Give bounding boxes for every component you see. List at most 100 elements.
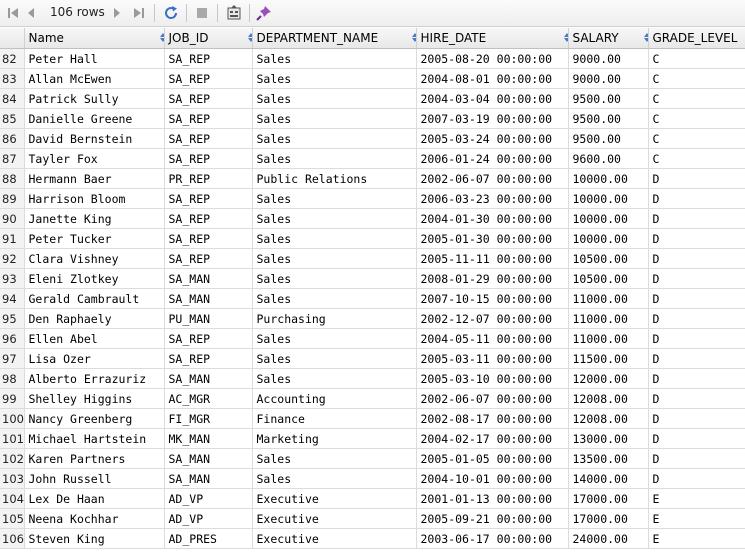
cell-department-name[interactable]: Sales: [252, 368, 417, 389]
cell-grade-level[interactable]: E: [648, 528, 745, 549]
cell-job-id[interactable]: SA_REP: [164, 108, 253, 129]
cell-salary[interactable]: 9600.00: [568, 148, 649, 169]
cell-salary[interactable]: 10500.00: [568, 268, 649, 289]
row-number[interactable]: 100: [0, 408, 25, 429]
cell-hire-date[interactable]: 2002-06-07 00:00:00: [416, 168, 569, 189]
cell-hire-date[interactable]: 2002-12-07 00:00:00: [416, 308, 569, 329]
table-row[interactable]: 91 Peter Tucker SA_REP Sales 2005-01-30 00:0…: [0, 228, 745, 249]
cell-salary[interactable]: 13500.00: [568, 448, 649, 469]
cell-grade-level[interactable]: E: [648, 508, 745, 529]
cell-job-id[interactable]: SA_REP: [164, 148, 253, 169]
cell-department-name[interactable]: Sales: [252, 268, 417, 289]
cell-grade-level[interactable]: C: [648, 88, 745, 109]
table-row[interactable]: 101 Michael Hartstein MK_MAN Marketing 2004-…: [0, 428, 745, 449]
cell-hire-date[interactable]: 2004-10-01 00:00:00: [416, 468, 569, 489]
table-row[interactable]: 93 Eleni Zlotkey SA_MAN Sales 2008-01-29 00:…: [0, 268, 745, 289]
cell-grade-level[interactable]: C: [648, 108, 745, 129]
cell-department-name[interactable]: Sales: [252, 448, 417, 469]
row-number[interactable]: 89: [0, 188, 25, 209]
cell-name[interactable]: Tayler Fox: [24, 148, 165, 169]
table-row[interactable]: 99 Shelley Higgins AC_MGR Accounting 2002-06…: [0, 388, 745, 409]
cell-grade-level[interactable]: E: [648, 488, 745, 509]
cell-department-name[interactable]: Executive: [252, 508, 417, 529]
first-page-button[interactable]: [4, 3, 22, 23]
cell-job-id[interactable]: SA_MAN: [164, 448, 253, 469]
row-number[interactable]: 98: [0, 368, 25, 389]
cell-salary[interactable]: 9500.00: [568, 108, 649, 129]
table-row[interactable]: 83 Allan McEwen SA_REP Sales 2004-08-01 00:0…: [0, 68, 745, 89]
cell-salary[interactable]: 10500.00: [568, 248, 649, 269]
cell-grade-level[interactable]: C: [648, 148, 745, 169]
cell-department-name[interactable]: Sales: [252, 48, 417, 69]
cell-job-id[interactable]: SA_REP: [164, 208, 253, 229]
cell-department-name[interactable]: Purchasing: [252, 308, 417, 329]
cell-salary[interactable]: 11500.00: [568, 348, 649, 369]
cell-name[interactable]: Harrison Bloom: [24, 188, 165, 209]
table-row[interactable]: 88 Hermann Baer PR_REP Public Relations 2002…: [0, 168, 745, 189]
cell-name[interactable]: Hermann Baer: [24, 168, 165, 189]
cell-grade-level[interactable]: D: [648, 348, 745, 369]
cell-hire-date[interactable]: 2003-06-17 00:00:00: [416, 528, 569, 549]
cell-name[interactable]: Nancy Greenberg: [24, 408, 165, 429]
column-header-department-name[interactable]: DEPARTMENT_NAME: [252, 28, 417, 49]
cell-hire-date[interactable]: 2004-02-17 00:00:00: [416, 428, 569, 449]
cell-hire-date[interactable]: 2006-01-24 00:00:00: [416, 148, 569, 169]
cell-name[interactable]: Den Raphaely: [24, 308, 165, 329]
cell-name[interactable]: David Bernstein: [24, 128, 165, 149]
cell-department-name[interactable]: Sales: [252, 288, 417, 309]
cell-hire-date[interactable]: 2004-03-04 00:00:00: [416, 88, 569, 109]
cell-name[interactable]: Alberto Errazuriz: [24, 368, 165, 389]
cell-hire-date[interactable]: 2005-01-05 00:00:00: [416, 448, 569, 469]
cell-department-name[interactable]: Marketing: [252, 428, 417, 449]
cell-hire-date[interactable]: 2005-08-20 00:00:00: [416, 48, 569, 69]
cell-hire-date[interactable]: 2005-03-10 00:00:00: [416, 368, 569, 389]
row-number[interactable]: 91: [0, 228, 25, 249]
cell-name[interactable]: Steven King: [24, 528, 165, 549]
cell-name[interactable]: Ellen Abel: [24, 328, 165, 349]
table-row[interactable]: 85 Danielle Greene SA_REP Sales 2007-03-19 0…: [0, 108, 745, 129]
cell-job-id[interactable]: SA_MAN: [164, 268, 253, 289]
cell-name[interactable]: John Russell: [24, 468, 165, 489]
row-number[interactable]: 105: [0, 508, 25, 529]
cell-salary[interactable]: 10000.00: [568, 228, 649, 249]
cell-hire-date[interactable]: 2007-03-19 00:00:00: [416, 108, 569, 129]
cell-hire-date[interactable]: 2001-01-13 00:00:00: [416, 488, 569, 509]
cell-name[interactable]: Neena Kochhar: [24, 508, 165, 529]
row-number[interactable]: 106: [0, 528, 25, 549]
row-number[interactable]: 102: [0, 448, 25, 469]
pin-button[interactable]: [254, 3, 274, 23]
row-number[interactable]: 101: [0, 428, 25, 449]
cell-job-id[interactable]: AD_PRES: [164, 528, 253, 549]
column-header-job-id[interactable]: JOB_ID: [164, 28, 253, 49]
cell-job-id[interactable]: SA_MAN: [164, 468, 253, 489]
cell-salary[interactable]: 10000.00: [568, 188, 649, 209]
next-page-button[interactable]: [108, 3, 126, 23]
column-header-salary[interactable]: SALARY: [568, 28, 649, 49]
table-row[interactable]: 98 Alberto Errazuriz SA_MAN Sales 2005-03-10…: [0, 368, 745, 389]
cell-department-name[interactable]: Sales: [252, 248, 417, 269]
cell-job-id[interactable]: SA_REP: [164, 68, 253, 89]
cell-department-name[interactable]: Finance: [252, 408, 417, 429]
cell-job-id[interactable]: AD_VP: [164, 508, 253, 529]
cell-name[interactable]: Eleni Zlotkey: [24, 268, 165, 289]
cell-salary[interactable]: 9500.00: [568, 88, 649, 109]
row-number[interactable]: 88: [0, 168, 25, 189]
cell-hire-date[interactable]: 2002-06-07 00:00:00: [416, 388, 569, 409]
cell-department-name[interactable]: Sales: [252, 88, 417, 109]
cell-grade-level[interactable]: D: [648, 328, 745, 349]
cell-department-name[interactable]: Sales: [252, 348, 417, 369]
cell-department-name[interactable]: Executive: [252, 488, 417, 509]
cell-salary[interactable]: 12000.00: [568, 368, 649, 389]
cell-department-name[interactable]: Sales: [252, 108, 417, 129]
cell-hire-date[interactable]: 2005-09-21 00:00:00: [416, 508, 569, 529]
prev-page-button[interactable]: [22, 3, 40, 23]
cell-hire-date[interactable]: 2005-01-30 00:00:00: [416, 228, 569, 249]
column-header-grade-level[interactable]: GRADE_LEVEL: [648, 28, 745, 49]
cell-grade-level[interactable]: D: [648, 268, 745, 289]
table-row[interactable]: 87 Tayler Fox SA_REP Sales 2006-01-24 00:00:…: [0, 148, 745, 169]
cell-salary[interactable]: 13000.00: [568, 428, 649, 449]
row-number[interactable]: 83: [0, 68, 25, 89]
cell-job-id[interactable]: SA_REP: [164, 188, 253, 209]
cell-salary[interactable]: 24000.00: [568, 528, 649, 549]
table-row[interactable]: 106 Steven King AD_PRES Executive 2003-06-17…: [0, 528, 745, 549]
